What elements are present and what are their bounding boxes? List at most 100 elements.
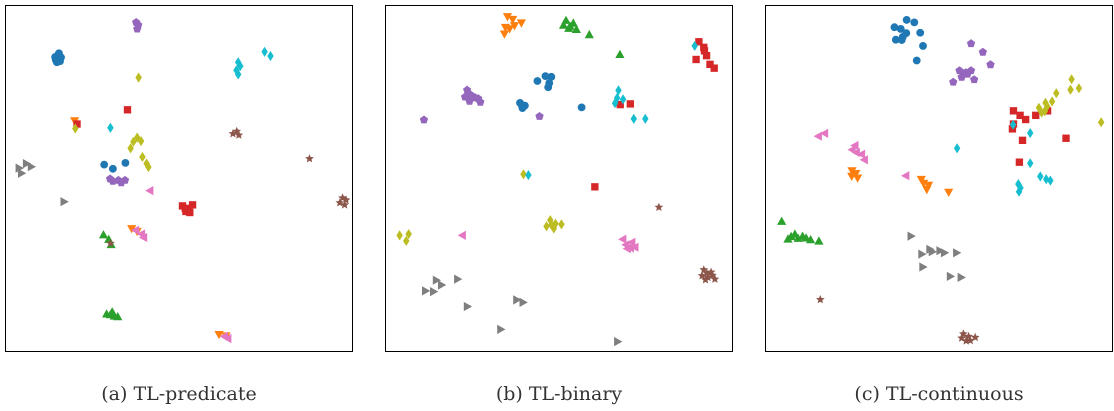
- data-point-circle-0-3: [896, 25, 905, 33]
- data-point-triangle-left-6-5: [223, 333, 232, 344]
- data-point-square-3-5: [1032, 111, 1040, 120]
- data-point-triangle-left-6-0: [618, 234, 627, 244]
- data-point-diamond-9-1: [267, 50, 274, 62]
- data-point-triangle-up-2-0: [777, 216, 787, 225]
- panel-a: [5, 5, 353, 352]
- series-group-c-5: [816, 295, 980, 345]
- data-point-triangle-right-7-3: [928, 247, 937, 257]
- caption-a: (a) TL-predicate: [101, 383, 257, 405]
- data-point-star-5-6: [961, 336, 971, 345]
- data-point-diamond-8-10: [1097, 117, 1105, 128]
- data-point-star-5-8: [710, 274, 720, 283]
- data-point-diamond-8-3: [543, 221, 550, 232]
- series-group-b-6: [457, 230, 639, 254]
- data-point-diamond-9-9: [1015, 186, 1023, 197]
- data-point-triangle-right-7-3: [18, 168, 27, 178]
- data-point-circle-0-9: [121, 158, 130, 167]
- data-point-diamond-8-6: [143, 158, 150, 169]
- data-point-triangle-left-6-3: [627, 237, 636, 247]
- data-point-triangle-up-2-1: [558, 20, 569, 29]
- data-point-diamond-9-0: [1009, 119, 1017, 130]
- data-point-square-3-0: [1009, 107, 1018, 115]
- data-point-diamond-8-2: [1075, 83, 1083, 94]
- series-group-c-3: [1008, 107, 1070, 166]
- series-group-a-7: [15, 159, 69, 207]
- data-point-diamond-9-4: [233, 65, 240, 76]
- series-group-c-6: [813, 128, 910, 181]
- series-group-a-5: [106, 126, 351, 248]
- data-point-triangle-right-7-2: [936, 246, 945, 256]
- data-point-triangle-left-6-2: [850, 140, 859, 151]
- data-point-diamond-8-4: [137, 136, 145, 147]
- data-point-diamond-8-1: [72, 123, 79, 134]
- data-point-diamond-8-7: [396, 230, 403, 241]
- data-point-square-3-6: [186, 208, 194, 217]
- data-point-pentagon-4-9: [949, 77, 958, 86]
- data-point-diamond-8-5: [558, 219, 565, 230]
- data-point-diamond-9-7: [1015, 179, 1022, 190]
- data-point-triangle-up-2-6: [113, 312, 123, 321]
- data-point-triangle-down-1-3: [509, 22, 520, 31]
- data-point-pentagon-4-8: [970, 75, 979, 84]
- data-point-diamond-8-6: [548, 219, 555, 230]
- data-point-star-5-2: [228, 129, 238, 138]
- data-point-triangle-down-1-1: [508, 15, 518, 25]
- data-point-star-5-0: [654, 202, 664, 211]
- data-point-triangle-left-6-4: [630, 242, 639, 252]
- data-point-triangle-left-6-6: [457, 230, 466, 240]
- data-point-triangle-right-7-6: [513, 295, 522, 305]
- data-point-square-3-3: [702, 51, 711, 60]
- data-point-square-3-5: [706, 60, 714, 69]
- data-point-pentagon-4-2: [133, 24, 142, 33]
- data-point-star-5-7: [701, 275, 710, 284]
- data-point-diamond-8-7: [145, 162, 152, 173]
- data-point-circle-0-3: [547, 72, 556, 81]
- data-point-triangle-right-7-5: [463, 301, 473, 312]
- data-point-triangle-right-7-0: [15, 163, 24, 173]
- data-point-pentagon-4-4: [460, 92, 470, 101]
- data-point-circle-0-6: [55, 49, 63, 58]
- scatter-plot-c: [765, 5, 1113, 352]
- data-point-square-3-2: [700, 47, 709, 55]
- data-point-triangle-right-7-4: [940, 248, 950, 258]
- data-point-triangle-up-2-4: [571, 24, 581, 33]
- data-point-triangle-right-7-4: [60, 197, 69, 207]
- series-group-b-9: [525, 40, 698, 181]
- data-point-diamond-8-2: [130, 136, 137, 147]
- series-group-a-9: [107, 46, 274, 133]
- data-point-circle-0-0: [533, 77, 542, 85]
- data-point-diamond-8-3: [1053, 88, 1060, 99]
- data-point-triangle-down-1-8: [944, 188, 954, 197]
- data-point-triangle-up-2-7: [806, 235, 816, 244]
- data-point-star-5-0: [816, 295, 825, 304]
- data-point-diamond-8-1: [1067, 84, 1074, 95]
- data-point-triangle-down-1-0: [502, 13, 513, 22]
- data-point-triangle-right-7-4: [454, 274, 463, 284]
- data-point-triangle-right-7-7: [519, 297, 528, 307]
- data-point-pentagon-4-7: [419, 115, 429, 124]
- plot-frame-b: [385, 5, 733, 352]
- data-point-diamond-8-0: [1068, 74, 1075, 85]
- data-point-diamond-8-2: [552, 218, 559, 229]
- data-point-diamond-9-0: [691, 40, 698, 51]
- data-point-diamond-8-4: [1048, 96, 1056, 107]
- series-group-b-2: [558, 15, 625, 58]
- series-group-a-6: [130, 186, 232, 344]
- data-point-circle-0-8: [916, 28, 925, 37]
- data-point-circle-0-6: [891, 35, 900, 44]
- data-point-triangle-right-7-9: [957, 272, 966, 282]
- data-point-triangle-up-2-7: [107, 307, 117, 316]
- caption-b: (b) TL-binary: [495, 383, 623, 405]
- series-group-b-7: [422, 274, 623, 347]
- data-point-triangle-left-6-6: [859, 155, 868, 165]
- data-point-star-5-7: [341, 195, 351, 204]
- data-point-circle-0-0: [902, 16, 911, 24]
- data-point-triangle-right-7-2: [27, 162, 36, 172]
- data-point-triangle-left-6-5: [856, 149, 866, 159]
- data-point-circle-0-9: [919, 42, 927, 50]
- plot-frame-c: [765, 5, 1113, 352]
- data-point-triangle-left-6-4: [851, 147, 860, 158]
- data-point-diamond-9-1: [1027, 128, 1034, 139]
- data-point-square-3-9: [591, 183, 599, 191]
- data-point-star-5-8: [106, 238, 115, 248]
